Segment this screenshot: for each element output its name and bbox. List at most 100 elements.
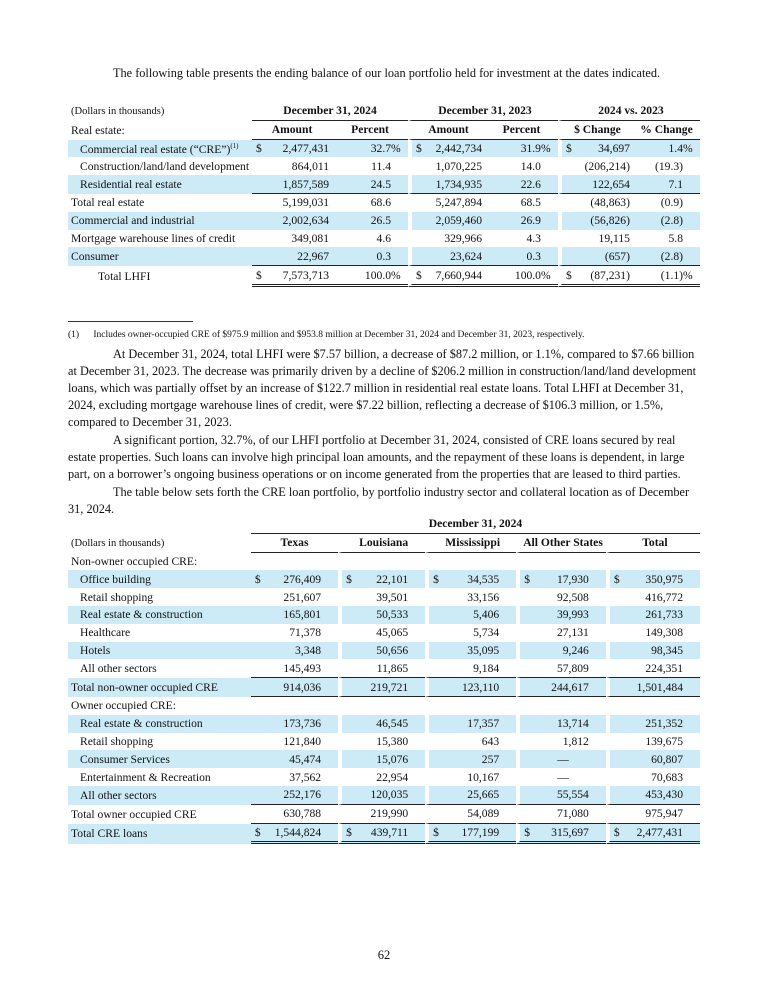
cell-value: $350,975	[605, 570, 700, 589]
value: (0.9)	[660, 196, 683, 210]
cell-value: 1,070,225	[408, 157, 485, 176]
cell-value: 45,065	[338, 623, 425, 642]
value: (48,863)	[590, 196, 630, 210]
cell-value: (2.8)	[632, 211, 700, 230]
row-label: Total LHFI	[68, 266, 252, 287]
dollar-sign: $	[433, 572, 439, 586]
dollar-sign: $	[256, 141, 262, 155]
row-label: All other sectors	[68, 785, 251, 805]
cell-value: (2.8)	[632, 247, 700, 267]
cell-value: 123,110	[425, 678, 517, 697]
value: 350,975	[645, 572, 683, 586]
cell-value: 22,954	[338, 768, 425, 786]
value: 261,733	[645, 608, 683, 622]
dollar-sign: $	[613, 825, 620, 839]
table-row: Office building $276,409 $22,101 $34,535 $17…	[68, 570, 700, 589]
cell-value: $17,930	[516, 570, 606, 589]
cell-value: 11,865	[338, 659, 426, 679]
cell-value: $2,477,431	[252, 139, 333, 158]
dollar-sign: $	[254, 825, 261, 839]
cell-value: 5,247,894	[408, 193, 485, 212]
percent-sign: %	[391, 268, 401, 282]
value: 22.6	[520, 177, 541, 191]
dollar-sign: $	[613, 572, 620, 586]
value: 2,477,431	[636, 825, 683, 839]
dollar-sign: $	[433, 825, 439, 839]
cell-value: 68.5	[485, 194, 558, 212]
value: 7,573,713	[282, 268, 330, 282]
percent-sign: %	[683, 141, 693, 155]
value: —	[557, 752, 569, 766]
cell-value: 15,076	[338, 750, 426, 769]
row-label-text: Construction/land/land development	[80, 159, 250, 173]
column-header: Amount	[408, 120, 485, 140]
value: 165,801	[283, 608, 322, 622]
value: 120,035	[370, 788, 409, 802]
cell-value: 1,812	[516, 732, 606, 751]
cell-value: 121,840	[251, 733, 338, 751]
cell-value: (657)	[557, 247, 633, 267]
percent-sign	[391, 196, 405, 209]
cell-value: 50,533	[338, 605, 426, 624]
value: 5,734	[473, 626, 500, 640]
row-label: All other sectors	[80, 662, 157, 676]
cell-value: $1,544,824	[250, 823, 339, 845]
value: 5,406	[473, 608, 500, 622]
value: 10,167	[467, 770, 500, 784]
cell-value: 914,036	[250, 678, 339, 697]
cell-value: 39,993	[516, 605, 606, 624]
column-header: % Change	[632, 121, 700, 140]
value: 22,967	[297, 249, 330, 263]
value: 11.4	[371, 159, 392, 173]
dollar-sign: $	[346, 572, 352, 586]
cell-value: 252,176	[250, 785, 339, 805]
cell-value: 349,081	[252, 230, 332, 248]
cell-value: 26.5	[332, 211, 409, 230]
cell-value: $7,573,713	[252, 266, 333, 287]
value: 50,533	[376, 608, 409, 622]
value: 630,788	[283, 807, 322, 821]
cell-value: 1,501,484	[605, 678, 700, 697]
cell-value: 257	[425, 750, 517, 769]
intro-paragraph: The following table presents the ending …	[113, 66, 661, 80]
column-header: $ Change	[557, 120, 633, 140]
cell-value: 5,734	[425, 623, 516, 642]
cell-value: (19.3)	[633, 157, 700, 175]
value: 329,966	[444, 231, 482, 245]
table-row: Consumer Services 45,474 15,076 257 — 60,807	[68, 750, 700, 769]
cell-value: (56,826)	[557, 211, 633, 230]
footnote-text: Includes owner-occupied CRE of $975.9 mi…	[93, 330, 585, 340]
cell-value: 261,733	[605, 605, 700, 624]
percent-sign	[541, 250, 555, 263]
table-row: Healthcare 71,378 45,065 5,734 27,131 149,308	[68, 623, 700, 642]
group-header: December 31, 2024	[252, 102, 409, 121]
table-row: Construction/land/land development 864,01…	[68, 157, 700, 176]
value: 55,554	[556, 788, 589, 802]
cell-value: 60,807	[605, 750, 700, 769]
value: 1,734,935	[435, 177, 482, 191]
cell-value: 5,199,031	[252, 194, 332, 212]
value: 26.9	[520, 214, 541, 228]
cell-value: 643	[425, 732, 516, 751]
value: 177,199	[461, 825, 500, 839]
section-row: Non-owner occupied CRE:	[68, 553, 700, 571]
cell-value	[251, 697, 338, 715]
row-label: Consumer Services	[68, 750, 251, 769]
value: 123,110	[461, 680, 500, 694]
value: 251,352	[645, 717, 683, 731]
cell-value: 98,345	[605, 641, 700, 660]
table-row: Real estate & construction 165,801 50,533 5…	[68, 605, 700, 624]
value: 13,714	[556, 717, 589, 731]
value: 5.8	[668, 231, 684, 245]
row-label: Total real estate	[68, 194, 252, 212]
value: 34,697	[598, 141, 630, 155]
value: 15,380	[376, 734, 409, 748]
column-header: Amount	[252, 121, 333, 140]
value: 25,665	[467, 788, 500, 802]
value: 9,246	[562, 643, 589, 657]
table-row: Retail shopping 251,607 39,501 33,156 92,508…	[68, 588, 700, 606]
value: 9,184	[473, 661, 500, 675]
value: 251,607	[283, 590, 322, 604]
value: 643	[481, 734, 500, 748]
